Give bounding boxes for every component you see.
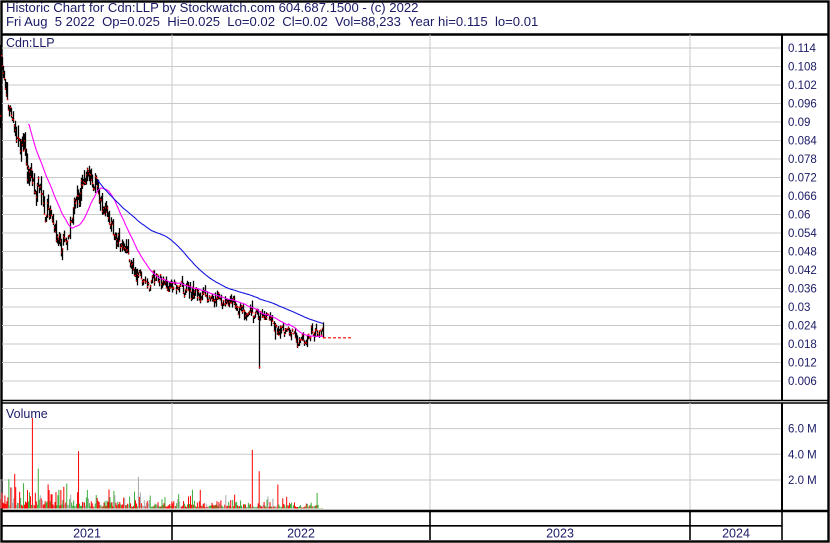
svg-text:0.078: 0.078	[788, 154, 817, 166]
svg-text:2.0 M: 2.0 M	[788, 475, 817, 487]
svg-text:Volume: Volume	[6, 407, 48, 421]
svg-text:0.108: 0.108	[788, 62, 817, 74]
svg-text:0.018: 0.018	[788, 339, 817, 351]
svg-text:0.072: 0.072	[788, 173, 817, 185]
svg-text:2021: 2021	[73, 527, 101, 541]
svg-text:0.054: 0.054	[788, 228, 817, 240]
svg-text:0.102: 0.102	[788, 80, 817, 92]
svg-text:0.096: 0.096	[788, 99, 817, 111]
svg-text:0.036: 0.036	[788, 284, 817, 296]
svg-text:0.03: 0.03	[788, 302, 810, 314]
svg-text:0.066: 0.066	[788, 191, 817, 203]
svg-text:0.006: 0.006	[788, 376, 817, 388]
svg-text:2024: 2024	[722, 527, 750, 541]
svg-text:0.06: 0.06	[788, 210, 810, 222]
svg-text:0.024: 0.024	[788, 321, 817, 333]
svg-text:Cdn:LLP: Cdn:LLP	[6, 36, 55, 50]
svg-text:0.114: 0.114	[788, 43, 817, 55]
svg-text:0.084: 0.084	[788, 136, 817, 148]
svg-text:0.042: 0.042	[788, 265, 817, 277]
svg-text:Fri Aug 5 2022 Op=0.025 Hi=: Fri Aug 5 2022 Op=0.025 Hi=0.025 Lo=0.02…	[6, 14, 538, 29]
svg-text:Historic Chart for Cdn:LLP by: Historic Chart for Cdn:LLP by Stockwatch…	[6, 0, 418, 15]
svg-text:2022: 2022	[287, 527, 315, 541]
svg-text:0.09: 0.09	[788, 117, 810, 129]
svg-text:2023: 2023	[546, 527, 574, 541]
svg-text:6.0 M: 6.0 M	[788, 424, 817, 436]
svg-text:0.012: 0.012	[788, 358, 817, 370]
svg-text:4.0 M: 4.0 M	[788, 449, 817, 461]
svg-text:0.048: 0.048	[788, 247, 817, 259]
